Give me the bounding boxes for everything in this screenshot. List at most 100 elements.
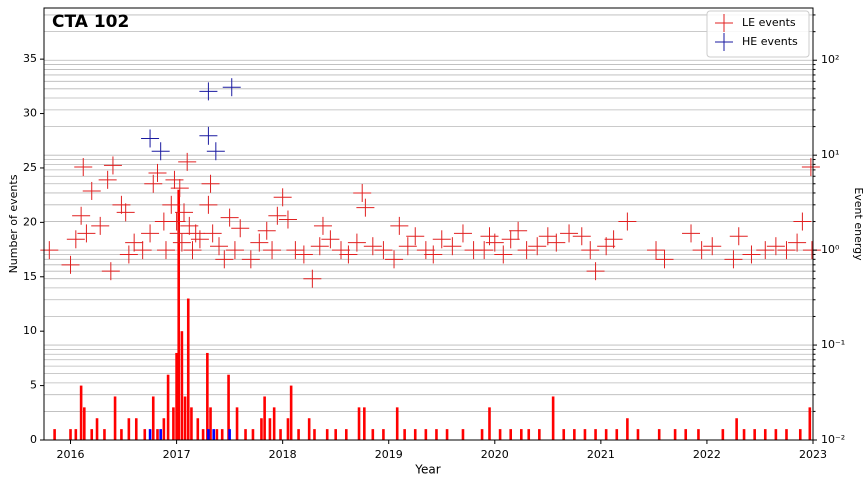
- event-marker: [199, 82, 218, 101]
- event-marker: [231, 219, 250, 238]
- event-marker: [220, 208, 239, 227]
- histogram-bar: [382, 429, 385, 440]
- legend-marker: [715, 33, 733, 51]
- event-marker: [475, 241, 494, 260]
- event-marker: [148, 163, 167, 182]
- histogram-bar: [162, 418, 166, 440]
- y2-tick-label: 10²: [821, 53, 839, 66]
- event-marker: [203, 224, 222, 243]
- histogram-bar: [413, 429, 417, 440]
- x-tick-label: 2023: [799, 448, 827, 461]
- event-marker: [257, 221, 276, 240]
- x-tick-label: 2017: [163, 448, 191, 461]
- histogram-bar: [244, 429, 247, 440]
- event-marker: [222, 78, 241, 97]
- event-marker: [151, 142, 170, 161]
- event-marker: [273, 188, 292, 207]
- x-tick-label: 2022: [693, 448, 721, 461]
- event-marker: [390, 216, 409, 235]
- x-tick-label: 2016: [57, 448, 85, 461]
- chart-title: CTA 102: [52, 12, 129, 32]
- event-marker: [215, 250, 234, 269]
- event-marker: [169, 224, 188, 243]
- event-marker: [385, 250, 404, 269]
- histogram-bar: [127, 418, 131, 440]
- histogram-bar: [220, 429, 224, 440]
- histogram-bar: [583, 429, 587, 440]
- histogram-bar: [684, 429, 688, 440]
- histogram-bar: [313, 429, 316, 440]
- event-marker: [485, 233, 504, 252]
- histogram-bar: [113, 396, 117, 440]
- event-marker: [172, 233, 191, 252]
- histogram-bar: [186, 298, 190, 440]
- histogram-bar: [175, 352, 178, 440]
- histogram-bar: [207, 429, 210, 440]
- event-marker: [547, 233, 566, 252]
- event-marker: [416, 241, 435, 260]
- event-marker: [572, 227, 591, 246]
- histogram-bar: [251, 429, 255, 440]
- event-marker: [313, 216, 332, 235]
- event-marker: [103, 156, 122, 175]
- histogram-bar: [90, 429, 94, 440]
- y-tick-label: 20: [23, 215, 37, 228]
- y-tick-label: 5: [30, 379, 37, 392]
- event-marker: [398, 237, 417, 256]
- histogram-bar: [488, 407, 491, 440]
- event-marker: [206, 142, 225, 161]
- event-marker: [119, 245, 138, 264]
- histogram-bar: [403, 429, 406, 440]
- histogram-bar: [395, 407, 399, 440]
- histogram-bar: [371, 429, 375, 440]
- histogram-bar: [498, 429, 502, 440]
- event-marker: [175, 203, 194, 222]
- event-marker: [597, 237, 616, 256]
- event-marker: [756, 241, 775, 260]
- event-marker: [77, 224, 96, 243]
- histogram-bar: [798, 429, 802, 440]
- histogram-bar: [774, 429, 778, 440]
- event-marker: [655, 250, 674, 269]
- histogram-bar: [215, 429, 219, 440]
- histogram-bar: [325, 429, 329, 440]
- event-marker: [586, 262, 605, 281]
- histogram-bar: [573, 429, 576, 440]
- event-marker: [144, 174, 163, 193]
- event-marker: [692, 241, 711, 260]
- y-tick-label: 0: [30, 433, 37, 446]
- y-axis-label: Number of events: [7, 174, 20, 273]
- event-marker: [72, 206, 91, 225]
- histogram-bar: [120, 429, 123, 440]
- histogram-bar: [235, 407, 239, 440]
- histogram-bar: [615, 429, 619, 440]
- event-marker: [406, 227, 425, 246]
- histogram-bar: [286, 418, 290, 440]
- event-marker: [303, 269, 322, 288]
- event-marker: [528, 237, 547, 256]
- histogram-bar: [272, 407, 276, 440]
- histogram-bar: [95, 418, 99, 440]
- y2-axis-label: Event energy: [852, 187, 865, 261]
- event-marker: [363, 237, 382, 256]
- y2-tick-label: 10⁻¹: [821, 338, 845, 351]
- event-marker: [724, 250, 743, 269]
- axes-frame: [43, 7, 814, 441]
- histogram-bar: [657, 429, 661, 440]
- histogram-bar: [279, 429, 282, 440]
- event-marker: [183, 241, 202, 260]
- histogram-bar: [785, 429, 788, 440]
- histogram-bar: [604, 429, 608, 440]
- histogram-bar: [166, 374, 170, 440]
- histogram-bar: [334, 429, 337, 440]
- event-marker: [347, 233, 366, 252]
- event-marker: [703, 237, 722, 256]
- histogram-bar: [538, 429, 541, 440]
- histogram-bar: [735, 418, 738, 440]
- event-marker: [801, 158, 820, 177]
- histogram-bar: [151, 396, 155, 440]
- event-marker: [424, 245, 443, 264]
- histogram-bar: [74, 429, 78, 440]
- event-marker: [82, 181, 101, 200]
- event-marker: [199, 126, 218, 145]
